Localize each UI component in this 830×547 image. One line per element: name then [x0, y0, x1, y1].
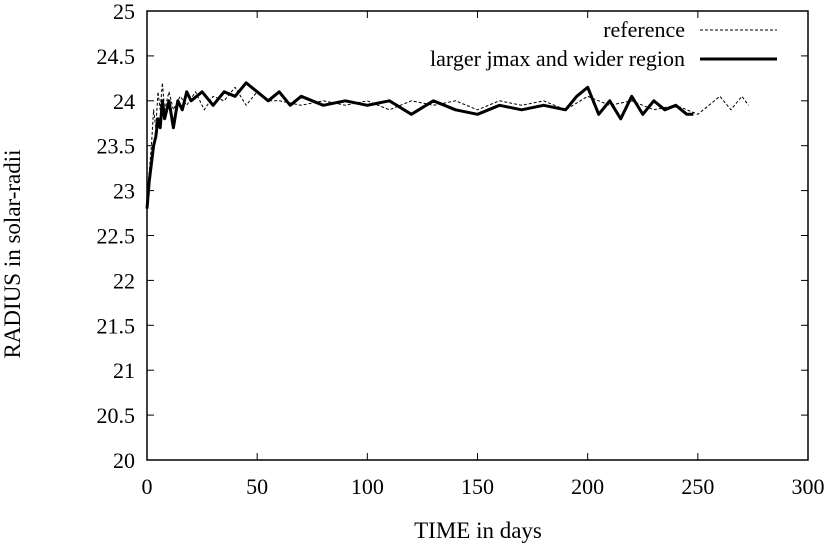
y-tick-label: 22.5	[97, 224, 136, 249]
plot-frame	[146, 10, 809, 461]
y-tick-label: 20.5	[97, 403, 136, 428]
tick-marks	[146, 10, 809, 461]
x-tick-label: 250	[681, 474, 714, 499]
y-tick-label: 24.5	[97, 44, 136, 69]
x-tick-label: 150	[461, 474, 494, 499]
y-tick-label: 21	[113, 358, 135, 383]
x-tick-label: 50	[246, 474, 268, 499]
x-tick-label: 300	[792, 474, 825, 499]
y-tick-label: 21.5	[97, 313, 136, 338]
y-tick-label: 24	[113, 89, 135, 114]
legend: reference larger jmax and wider region	[430, 17, 777, 71]
y-tick-label: 25	[113, 0, 135, 24]
tick-labels: 0 50 100 150 200 250 300 20 20.5 21 21.5 22 22.5 23 23…	[97, 0, 825, 499]
legend-label-reference: reference	[603, 17, 685, 42]
x-tick-label: 0	[142, 474, 153, 499]
x-tick-label: 100	[351, 474, 384, 499]
y-axis-title: RADIUS in solar-radii	[0, 149, 25, 358]
x-axis-title: TIME in days	[414, 518, 542, 543]
axes	[146, 10, 809, 461]
y-tick-label: 20	[113, 448, 135, 473]
series-line-larger-jmax	[145, 81, 694, 209]
y-tick-label: 23.5	[97, 134, 136, 159]
series-line-reference	[146, 82, 749, 200]
legend-label-larger-jmax: larger jmax and wider region	[430, 46, 685, 71]
y-tick-label: 22	[113, 268, 135, 293]
x-tick-label: 200	[571, 474, 604, 499]
y-tick-label: 23	[113, 179, 135, 204]
series-lines	[145, 81, 749, 209]
